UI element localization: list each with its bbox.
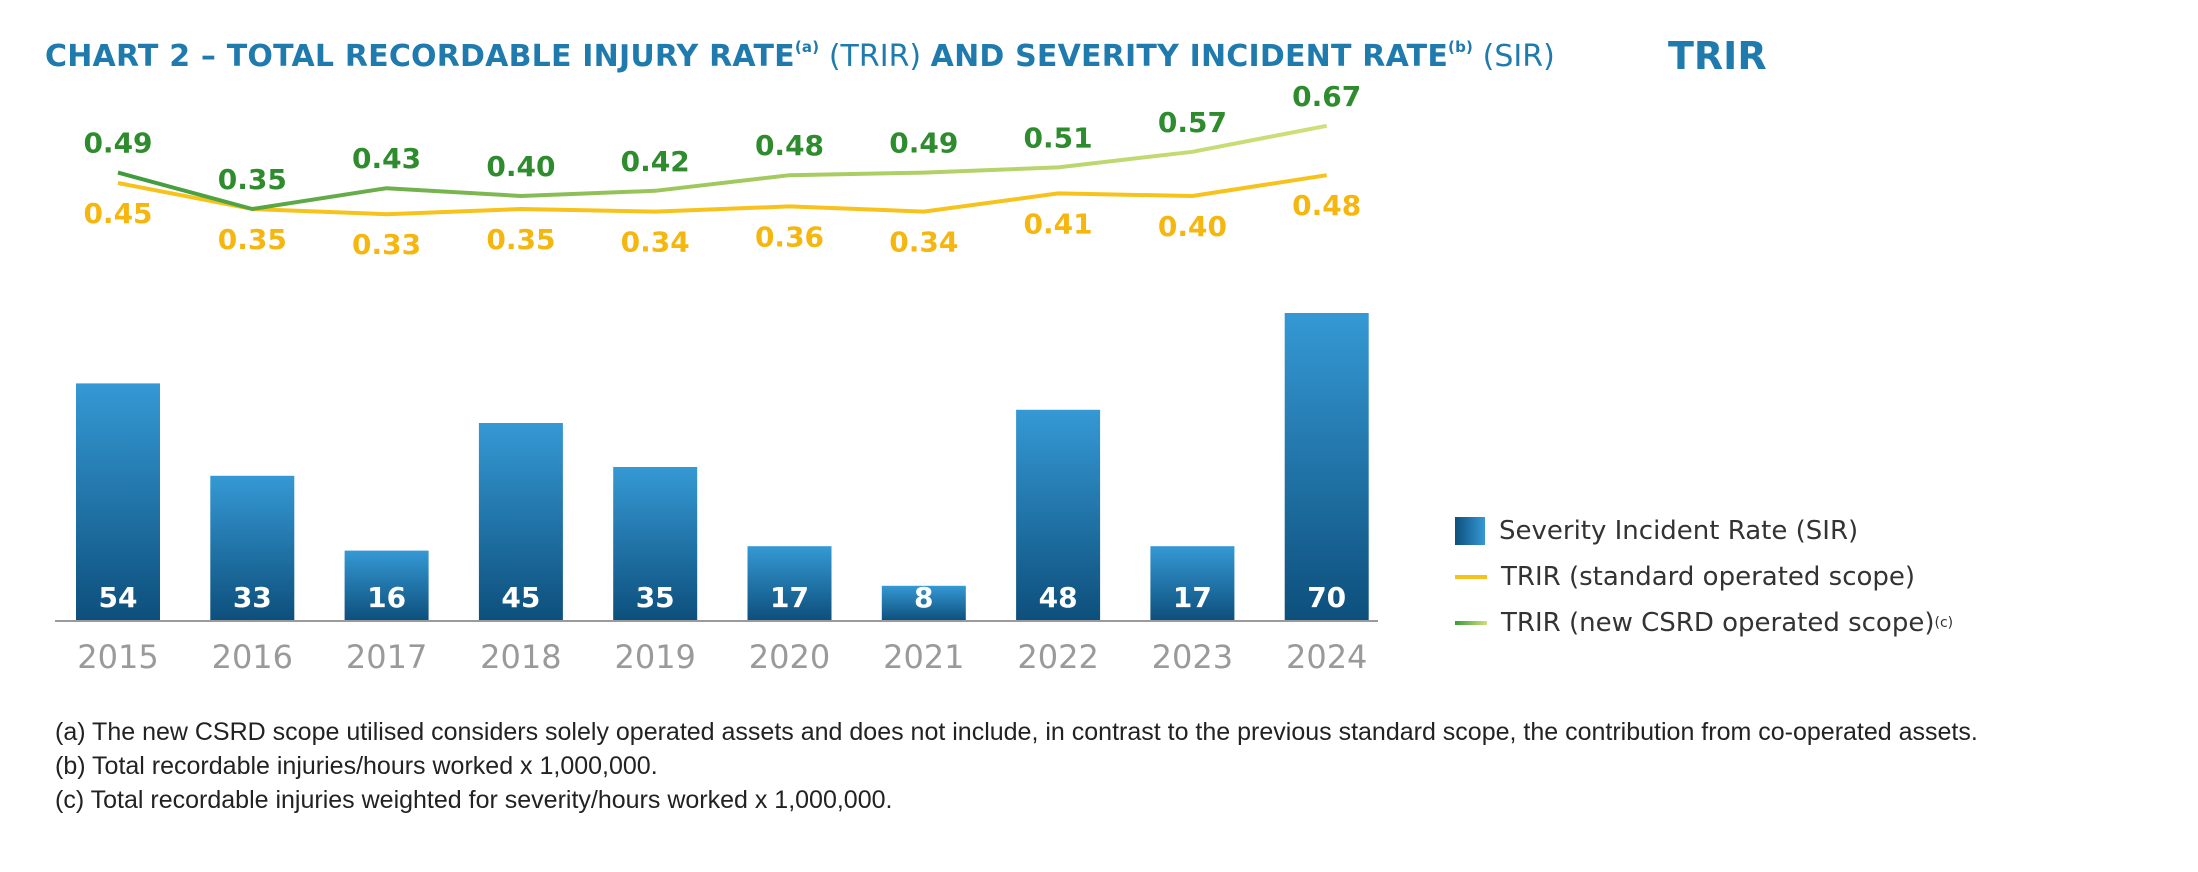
footnotes: (a) The new CSRD scope utilised consider… bbox=[55, 715, 1978, 817]
legend-item-std: TRIR (standard operated scope) bbox=[1455, 554, 1953, 600]
bar-label-2023: 17 bbox=[1173, 581, 1212, 614]
footnote-b: (b) Total recordable injuries/hours work… bbox=[55, 752, 658, 780]
std-label-2024: 0.48 bbox=[1292, 189, 1361, 222]
std-label-2017: 0.33 bbox=[352, 228, 421, 261]
std-label-2022: 0.41 bbox=[1024, 207, 1093, 240]
std-label-2020: 0.36 bbox=[755, 220, 824, 253]
trir-standard-line bbox=[117, 173, 1328, 217]
x-tick-label-2024: 2024 bbox=[1286, 638, 1367, 676]
x-tick-label-2019: 2019 bbox=[614, 638, 695, 676]
footnote-a: (a) The new CSRD scope utilised consider… bbox=[55, 718, 1978, 746]
bar-label-2018: 45 bbox=[501, 581, 540, 614]
bar-sir-2018 bbox=[478, 423, 563, 621]
bar-label-2017: 16 bbox=[367, 581, 406, 614]
legend-label-new: TRIR (new CSRD operated scope) bbox=[1501, 608, 1935, 638]
new-label-2022: 0.51 bbox=[1024, 121, 1093, 154]
bar-sir-2024 bbox=[1284, 313, 1369, 621]
footnote-c: (c) Total recordable injuries weighted f… bbox=[55, 786, 893, 814]
legend-swatch-sir bbox=[1455, 517, 1485, 545]
chart-canvas: 54 33 16 45 35 17 8 48 17 70 2015 2016 2017 2018 2019… bbox=[55, 80, 1378, 676]
chart-title: CHART 2 – TOTAL RECORDABLE INJURY RATE(a… bbox=[45, 38, 1555, 74]
bar-label-2024: 70 bbox=[1307, 581, 1346, 614]
new-label-2023: 0.57 bbox=[1158, 106, 1227, 139]
x-tick-label-2021: 2021 bbox=[883, 638, 964, 676]
legend-item-new: TRIR (new CSRD operated scope) (c) bbox=[1455, 600, 1953, 646]
bar-label-2020: 17 bbox=[770, 581, 809, 614]
title-trir-abbr: (TRIR) bbox=[819, 39, 931, 74]
bar-group: 54 33 16 45 35 17 8 48 17 70 bbox=[76, 313, 1369, 621]
x-tick-label-2018: 2018 bbox=[480, 638, 561, 676]
legend: Severity Incident Rate (SIR) TRIR (stand… bbox=[1455, 508, 1953, 646]
bar-sir-2021 bbox=[881, 585, 966, 621]
title-tag: TRIR bbox=[1668, 34, 1767, 78]
new-label-2020: 0.48 bbox=[755, 129, 824, 162]
x-tick-label-2023: 2023 bbox=[1152, 638, 1233, 676]
x-tick-label-2015: 2015 bbox=[77, 638, 158, 676]
x-tick-label-2020: 2020 bbox=[749, 638, 830, 676]
bar-label-2019: 35 bbox=[636, 581, 675, 614]
trir-new-line bbox=[117, 123, 1328, 212]
bar-sir-2015 bbox=[76, 383, 160, 621]
bar-sir-2022 bbox=[1016, 409, 1101, 621]
new-label-2016: 0.35 bbox=[218, 163, 287, 196]
bar-sir-2020 bbox=[747, 546, 832, 621]
new-label-2018: 0.40 bbox=[486, 150, 555, 183]
std-label-2023: 0.40 bbox=[1158, 210, 1227, 243]
bar-sir-2023 bbox=[1150, 546, 1235, 621]
title-sup-a: (a) bbox=[794, 38, 820, 56]
title-sup-b: (b) bbox=[1448, 38, 1474, 56]
std-label-2021: 0.34 bbox=[889, 226, 958, 259]
legend-sup-c: (c) bbox=[1934, 615, 1954, 631]
legend-item-sir: Severity Incident Rate (SIR) bbox=[1455, 508, 1953, 554]
legend-swatch-std bbox=[1455, 575, 1487, 579]
bar-label-2016: 33 bbox=[233, 581, 272, 614]
new-label-2019: 0.42 bbox=[621, 145, 690, 178]
x-axis-labels: 2015 2016 2017 2018 2019 2020 2021 2022 2023 2024 bbox=[77, 638, 1367, 676]
x-tick-label-2016: 2016 bbox=[212, 638, 293, 676]
std-label-2018: 0.35 bbox=[486, 223, 555, 256]
x-tick-label-2017: 2017 bbox=[346, 638, 427, 676]
legend-label-sir: Severity Incident Rate (SIR) bbox=[1499, 516, 1859, 546]
bar-label-2015: 54 bbox=[99, 581, 138, 614]
new-label-2021: 0.49 bbox=[889, 127, 958, 160]
new-label-2024: 0.67 bbox=[1292, 80, 1361, 113]
new-label-2017: 0.43 bbox=[352, 142, 421, 175]
bar-sir-2019 bbox=[613, 467, 698, 621]
bar-sir-2017 bbox=[344, 550, 429, 621]
title-sir-abbr: (SIR) bbox=[1473, 39, 1555, 74]
legend-swatch-new bbox=[1455, 621, 1487, 625]
std-label-2016: 0.35 bbox=[218, 223, 287, 256]
x-tick-label-2022: 2022 bbox=[1017, 638, 1098, 676]
std-label-2015: 0.45 bbox=[83, 197, 152, 230]
title-prefix: CHART 2 – TOTAL RECORDABLE INJURY RATE bbox=[45, 39, 795, 74]
bar-label-2021: 8 bbox=[914, 581, 933, 614]
legend-label-std: TRIR (standard operated scope) bbox=[1501, 562, 1916, 592]
bar-sir-2016 bbox=[210, 475, 295, 621]
title-middle: AND SEVERITY INCIDENT RATE bbox=[930, 39, 1449, 74]
line-labels: 0.49 0.45 0.35 0.35 0.43 0.33 0.40 0.35 0.42 0.34… bbox=[83, 80, 1361, 261]
bar-label-2022: 48 bbox=[1039, 581, 1078, 614]
std-label-2019: 0.34 bbox=[621, 226, 690, 259]
new-label-2015: 0.49 bbox=[83, 127, 152, 160]
